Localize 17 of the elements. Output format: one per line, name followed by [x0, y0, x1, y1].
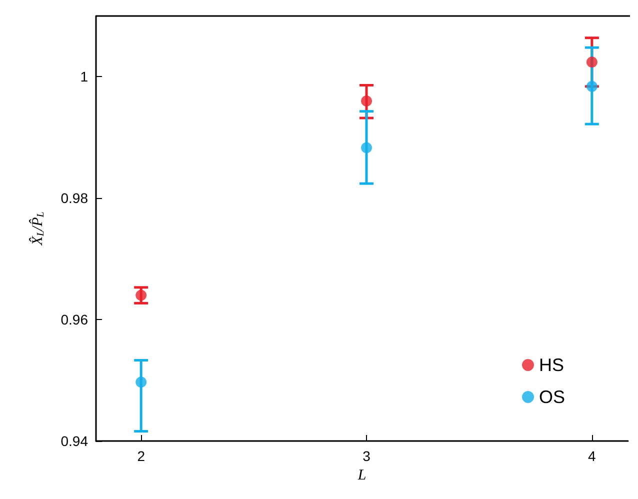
legend-label: HS — [538, 355, 564, 375]
point — [361, 96, 372, 106]
point — [136, 376, 147, 388]
y-axis-title: X̂L/P̂L — [28, 211, 46, 246]
point — [586, 56, 598, 68]
y-tick-label: 0.94 — [60, 433, 88, 449]
x-tick-label: 2 — [137, 448, 146, 464]
x-tick-label: 3 — [362, 448, 371, 464]
point — [586, 80, 598, 92]
x-tick-label: 4 — [588, 448, 596, 464]
x-axis-title: L — [356, 467, 366, 484]
legend-label: OS — [538, 387, 566, 407]
y-tick-label: 0.98 — [60, 190, 88, 206]
y-tick-label: 1 — [80, 68, 88, 85]
point — [136, 290, 147, 301]
y-tick-label: 0.96 — [60, 312, 88, 328]
point — [361, 142, 372, 154]
